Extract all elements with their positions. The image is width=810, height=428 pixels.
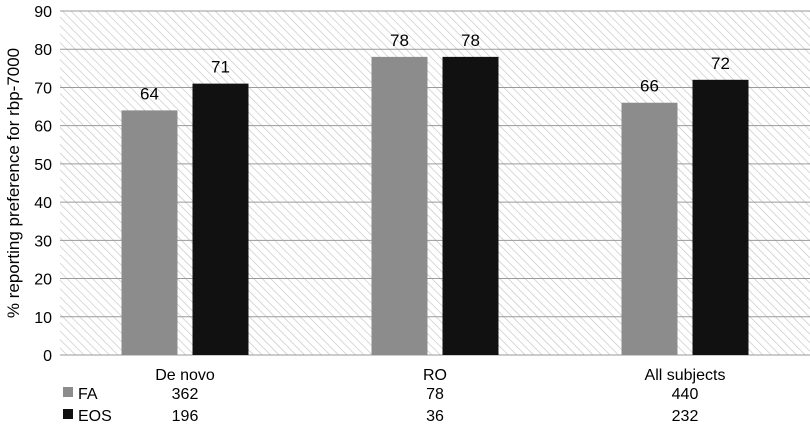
y-axis-label: % reporting preference for rbp-7000 — [4, 48, 23, 318]
category-label: De novo — [155, 367, 215, 384]
y-tick-label: 90 — [34, 4, 52, 21]
legend-label: EOS — [78, 408, 112, 425]
data-label: 71 — [211, 58, 230, 77]
y-tick-label: 10 — [34, 310, 52, 327]
plot-area — [60, 11, 810, 355]
data-label: 64 — [140, 84, 159, 103]
bar-fa — [121, 110, 178, 355]
gridlines — [60, 10, 810, 356]
data-labels: 64 71 78 78 66 72 — [140, 31, 730, 104]
table-cell: 232 — [672, 408, 699, 425]
y-axis-ticks: 0 10 20 30 40 50 60 70 80 90 — [34, 4, 52, 365]
y-tick-label: 0 — [43, 348, 52, 365]
table-cell: 78 — [426, 386, 444, 403]
table-cell: 362 — [172, 386, 199, 403]
category-label: All subjects — [645, 367, 726, 384]
legend-swatch-eos — [63, 409, 73, 419]
bars — [121, 56, 749, 356]
bar-eos — [192, 83, 249, 355]
bar-fa — [371, 56, 428, 355]
category-label: RO — [423, 367, 447, 384]
y-tick-label: 40 — [34, 195, 52, 212]
bar-eos — [442, 56, 499, 355]
legend-swatch-fa — [63, 387, 73, 397]
y-tick-label: 50 — [34, 157, 52, 174]
data-label: 66 — [640, 77, 659, 96]
table-cell: 36 — [426, 408, 444, 425]
data-label: 78 — [461, 31, 480, 50]
table-cell: 440 — [672, 386, 699, 403]
y-tick-label: 60 — [34, 119, 52, 136]
table-cell: 196 — [172, 408, 199, 425]
y-tick-label: 70 — [34, 80, 52, 97]
bar-eos — [692, 79, 749, 356]
y-tick-label: 20 — [34, 272, 52, 289]
bar-fa — [621, 102, 678, 355]
data-label: 78 — [390, 31, 409, 50]
legend-label: FA — [78, 386, 98, 403]
y-tick-label: 80 — [34, 42, 52, 59]
category-labels: De novo RO All subjects — [155, 367, 725, 384]
y-tick-label: 30 — [34, 233, 52, 250]
data-table: FA 362 78 440 EOS 196 36 232 — [63, 386, 698, 425]
data-label: 72 — [711, 54, 730, 73]
